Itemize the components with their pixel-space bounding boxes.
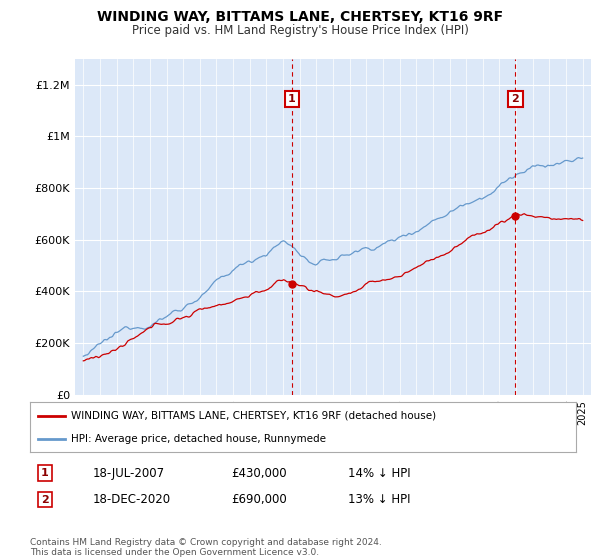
Text: £690,000: £690,000 <box>231 493 287 506</box>
Text: WINDING WAY, BITTAMS LANE, CHERTSEY, KT16 9RF: WINDING WAY, BITTAMS LANE, CHERTSEY, KT1… <box>97 10 503 24</box>
Text: HPI: Average price, detached house, Runnymede: HPI: Average price, detached house, Runn… <box>71 434 326 444</box>
Text: £430,000: £430,000 <box>231 466 287 480</box>
Text: WINDING WAY, BITTAMS LANE, CHERTSEY, KT16 9RF (detached house): WINDING WAY, BITTAMS LANE, CHERTSEY, KT1… <box>71 410 436 421</box>
Text: Price paid vs. HM Land Registry's House Price Index (HPI): Price paid vs. HM Land Registry's House … <box>131 24 469 36</box>
Text: 1: 1 <box>41 468 49 478</box>
Text: 18-DEC-2020: 18-DEC-2020 <box>93 493 171 506</box>
Text: 2: 2 <box>41 494 49 505</box>
Text: 1: 1 <box>288 94 296 104</box>
Text: Contains HM Land Registry data © Crown copyright and database right 2024.
This d: Contains HM Land Registry data © Crown c… <box>30 538 382 557</box>
Text: 13% ↓ HPI: 13% ↓ HPI <box>348 493 410 506</box>
Text: 18-JUL-2007: 18-JUL-2007 <box>93 466 165 480</box>
Text: 14% ↓ HPI: 14% ↓ HPI <box>348 466 410 480</box>
Text: 2: 2 <box>512 94 520 104</box>
